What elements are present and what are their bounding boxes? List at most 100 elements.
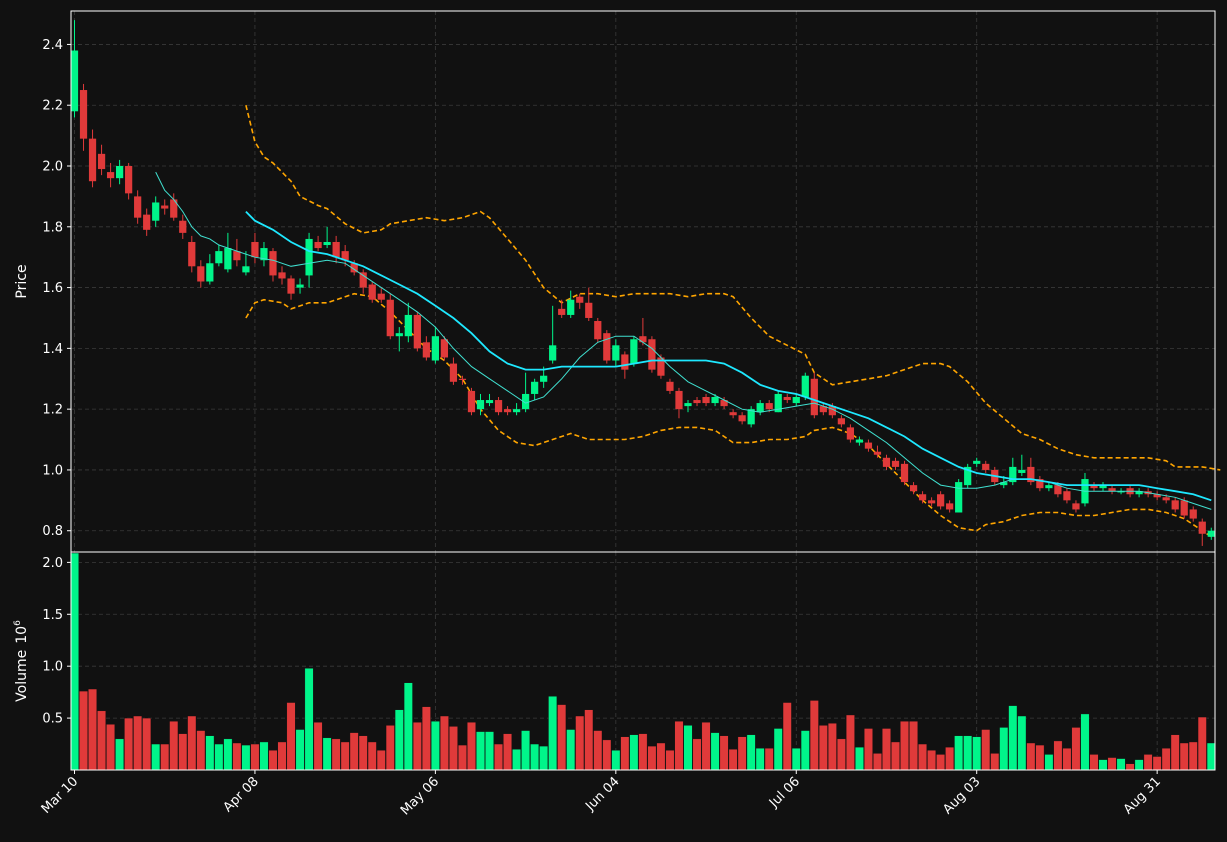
candle-body <box>476 400 485 410</box>
candle-body <box>801 375 809 397</box>
candle-body <box>521 393 530 410</box>
volume-unit-base: 10 <box>14 626 30 644</box>
volume-bar <box>277 741 287 771</box>
volume-bar <box>719 735 729 771</box>
candle-body <box>341 251 349 261</box>
candle-body <box>97 153 106 170</box>
volume-bar <box>1125 763 1135 771</box>
volume-bar <box>160 743 170 771</box>
candle-body <box>386 299 394 337</box>
volume-bar <box>1152 756 1162 771</box>
volume-bar <box>909 721 918 771</box>
volume-bar <box>178 733 188 771</box>
volume-bar <box>782 702 792 771</box>
candle-body <box>242 266 250 273</box>
volume-bar <box>467 722 476 771</box>
bollinger-bands <box>245 105 1221 538</box>
price-tick-label: 1.6 <box>42 281 63 296</box>
volume-bar <box>836 738 846 771</box>
volume-bar <box>873 753 882 771</box>
price-tick-label: 1.8 <box>42 220 63 235</box>
candle-body <box>296 284 304 288</box>
volume-tick-label: 2.0 <box>42 556 63 571</box>
candle-body <box>1135 491 1143 495</box>
volume-bar <box>710 732 720 771</box>
volume-bar <box>205 735 215 771</box>
candle-body <box>964 466 972 486</box>
volume-bar <box>737 736 747 771</box>
candle-body <box>621 354 629 370</box>
candle-body <box>657 357 665 376</box>
candle-body <box>1099 485 1107 489</box>
volume-bar <box>638 733 648 771</box>
candle-body <box>882 457 891 467</box>
candle-body <box>1072 503 1080 510</box>
volume-bar <box>340 741 350 771</box>
candle-body <box>215 251 223 264</box>
price-axis-label: Price <box>14 264 30 298</box>
volume-bar <box>349 732 359 771</box>
candle-body <box>125 166 133 194</box>
candle-body <box>837 418 845 425</box>
volume-bar <box>566 729 576 771</box>
candle-body <box>512 409 521 413</box>
candle-body <box>937 494 945 507</box>
volume-bar <box>394 709 404 771</box>
volume-bar <box>701 722 711 771</box>
volume-bar <box>728 749 738 771</box>
volume-bar <box>954 735 964 771</box>
candle-body <box>594 321 602 340</box>
moving-average-long-line <box>245 210 1212 502</box>
volume-bar <box>620 736 630 771</box>
candle-body <box>305 238 313 276</box>
volume-bar <box>773 728 783 771</box>
volume-bar <box>196 730 206 771</box>
candle-body <box>819 406 827 413</box>
volume-bar <box>412 722 422 771</box>
candle-body <box>1198 521 1206 534</box>
candle-body <box>585 302 593 318</box>
volume-tick-label: 1.0 <box>42 660 63 675</box>
volume-bar <box>593 730 603 771</box>
volume-bar <box>268 750 278 771</box>
volume-bar <box>449 726 458 771</box>
candle-body <box>1108 488 1116 492</box>
volume-bar <box>1026 742 1036 771</box>
candle-body <box>909 485 918 492</box>
volume-bar <box>764 748 774 771</box>
candle-body <box>269 251 277 276</box>
volume-bar <box>900 721 909 771</box>
candle-body <box>1090 485 1098 489</box>
volume-axis: 0.5 1.0 1.5 2.0 <box>42 556 71 727</box>
volume-bar <box>539 745 549 771</box>
candle-body <box>179 220 187 233</box>
volume-bar <box>557 704 567 771</box>
candle-body <box>143 214 151 230</box>
candle-body <box>855 439 864 443</box>
candle-body <box>864 442 873 449</box>
candle-body <box>116 166 124 179</box>
candle-body <box>756 403 764 413</box>
volume-bar <box>882 728 891 771</box>
candle-body <box>973 460 981 464</box>
candle-body <box>720 400 728 407</box>
volume-bar <box>891 741 900 771</box>
volume-bar <box>981 729 991 771</box>
volume-bar <box>963 735 973 771</box>
candle-body <box>540 375 548 382</box>
volume-bar <box>1206 742 1216 771</box>
candle-body <box>467 390 476 413</box>
volume-bar <box>1143 754 1153 771</box>
candle-body <box>1063 491 1071 501</box>
volume-bar <box>1062 748 1072 771</box>
volume-bar <box>376 750 386 771</box>
candle-body <box>323 241 331 246</box>
volume-bar <box>855 746 864 771</box>
candle-body <box>134 196 142 218</box>
candle-body <box>1162 497 1170 501</box>
candle-body <box>846 427 855 440</box>
candle-body <box>666 381 674 391</box>
candle-body <box>783 396 791 401</box>
candle-body <box>702 396 710 404</box>
volume-bar <box>791 748 801 771</box>
